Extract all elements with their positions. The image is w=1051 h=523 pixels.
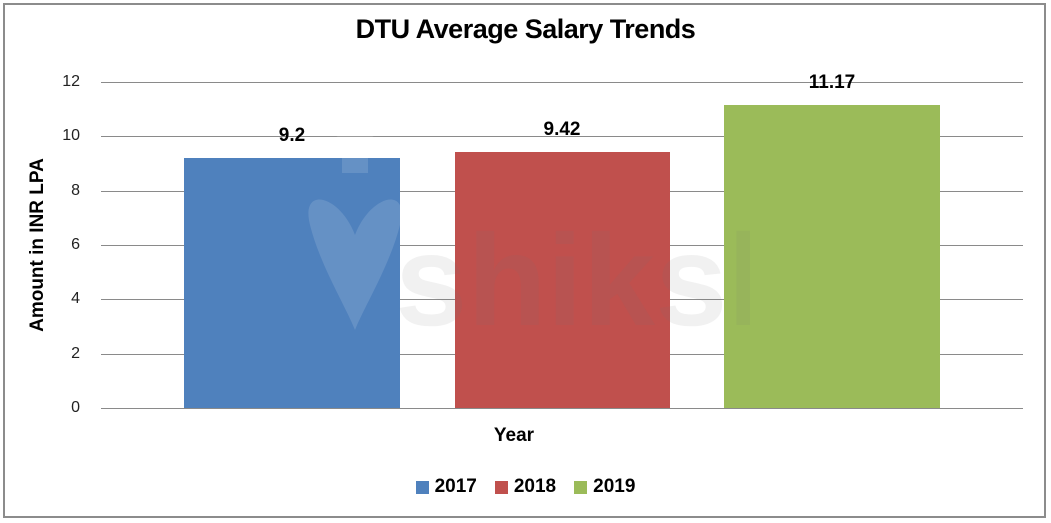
data-label-2017: 9.2 — [278, 125, 306, 146]
legend-label-2017: 2017 — [434, 476, 477, 497]
y-tick-2: 2 — [71, 345, 80, 362]
legend-item-2019: 2019 — [574, 476, 635, 498]
chart-legend: 2017 2018 2019 — [0, 476, 1051, 498]
y-tick-6: 6 — [71, 236, 80, 253]
gridline-10 — [101, 136, 1023, 137]
legend-swatch-2019 — [574, 480, 588, 494]
legend-item-2018: 2018 — [494, 476, 557, 498]
chart-title: DTU Average Salary Trends — [355, 14, 696, 44]
legend-label-2018: 2018 — [513, 476, 557, 497]
bar-2018 — [455, 152, 670, 408]
data-label-2019: 11.17 — [808, 72, 856, 93]
gridline-12 — [101, 82, 1023, 83]
legend-swatch-2017 — [415, 480, 429, 494]
y-tick-12: 12 — [62, 73, 80, 90]
y-tick-4: 4 — [71, 290, 80, 307]
legend-label-2019: 2019 — [593, 476, 636, 497]
legend-item-2017: 2017 — [415, 476, 477, 498]
bar-2017 — [184, 158, 400, 408]
y-tick-8: 8 — [71, 182, 80, 199]
y-tick-10: 10 — [62, 127, 80, 144]
data-label-2018: 9.42 — [543, 119, 581, 140]
y-tick-0: 0 — [71, 399, 80, 416]
x-axis-label: Year — [493, 425, 535, 446]
x-axis-line — [101, 408, 1023, 409]
legend-swatch-2018 — [494, 480, 508, 494]
bar-2019 — [724, 105, 940, 408]
